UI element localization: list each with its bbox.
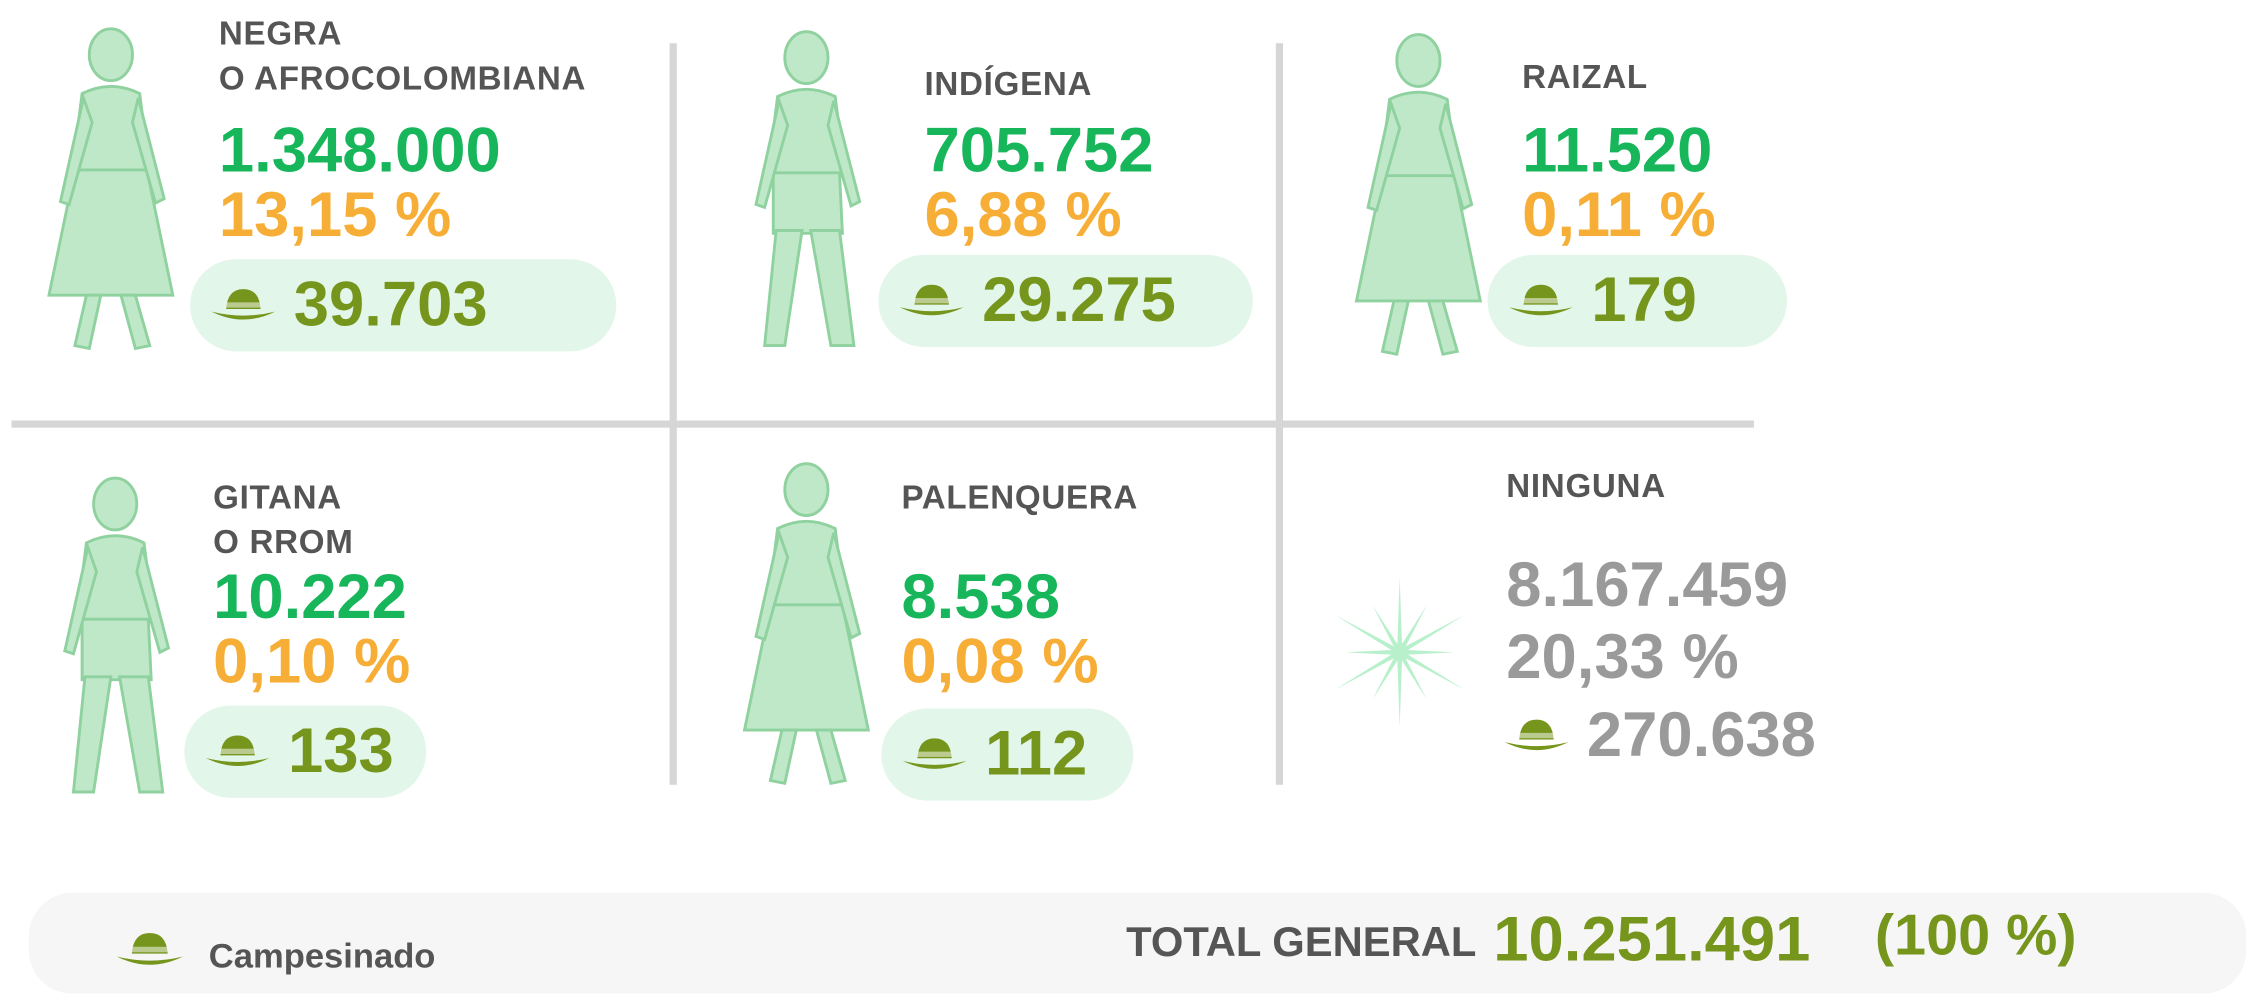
hat-icon [115, 929, 184, 972]
infographic: Campesinado TOTAL GENERAL 10.251.491 (10… [0, 0, 2258, 994]
group-name: GITANA O RROM [213, 475, 353, 564]
hat-icon [901, 734, 967, 775]
figure-illustration [727, 17, 885, 363]
legend-label: Campesinado [209, 937, 436, 977]
population: 1.348.000 [219, 118, 501, 184]
campesino-count: 270.638 [1587, 700, 1816, 772]
hat-icon [899, 280, 965, 321]
group-name: NEGRA O AFROCOLOMBIANA [219, 12, 586, 101]
group-name: RAIZAL [1522, 55, 1648, 100]
divider [670, 43, 677, 785]
legend-icon [115, 929, 184, 979]
total-label: TOTAL GENERAL [1126, 920, 1476, 968]
star-icon [1325, 573, 1475, 731]
campesino-count: 179 [1591, 265, 1697, 337]
hat-icon [1508, 280, 1574, 321]
figure-illustration [727, 449, 885, 795]
hat-icon [1503, 715, 1569, 756]
divider [12, 420, 1754, 427]
total-value: 10.251.491 [1493, 904, 1810, 976]
figure-illustration [32, 14, 190, 360]
campesino-pill: 133 [184, 706, 426, 798]
percent: 13,15 % [219, 183, 452, 249]
percent: 0,11 % [1522, 183, 1716, 249]
percent: 0,10 % [213, 629, 410, 695]
hat-icon [204, 731, 270, 772]
campesino-count: 112 [985, 719, 1087, 791]
group-name: PALENQUERA [901, 475, 1138, 520]
hat-icon [210, 285, 276, 326]
campesino-row: 270.638 [1503, 700, 1816, 772]
group-name: INDÍGENA [924, 62, 1092, 107]
figure [36, 464, 194, 817]
star [1325, 573, 1475, 739]
population: 11.520 [1522, 118, 1712, 184]
figure-illustration [1339, 20, 1497, 366]
total-percent: (100 %) [1875, 904, 2077, 969]
percent: 0,08 % [901, 629, 1098, 695]
figure [727, 449, 885, 802]
campesino-count: 133 [288, 716, 394, 788]
divider [1276, 43, 1283, 785]
figure [727, 17, 885, 370]
page: {"groups":[ {"name":"NEGRA\nO AFROCOLOMB… [0, 0, 2258, 994]
campesino-pill: 29.275 [878, 255, 1252, 347]
group-name: NINGUNA [1506, 464, 1666, 509]
campesino-pill: 179 [1488, 255, 1788, 347]
campesino-pill: 112 [881, 708, 1133, 800]
population: 705.752 [924, 118, 1153, 184]
campesino-count: 29.275 [982, 265, 1176, 337]
figure [32, 14, 190, 367]
percent: 20,33 % [1506, 625, 1739, 691]
figure [1339, 20, 1497, 373]
campesino-pill: 39.703 [190, 259, 616, 351]
percent: 6,88 % [924, 183, 1121, 249]
campesino-count: 39.703 [294, 269, 488, 341]
figure-illustration [36, 464, 194, 810]
population: 10.222 [213, 564, 407, 630]
population: 8.538 [901, 564, 1060, 630]
population: 8.167.459 [1506, 553, 1788, 619]
